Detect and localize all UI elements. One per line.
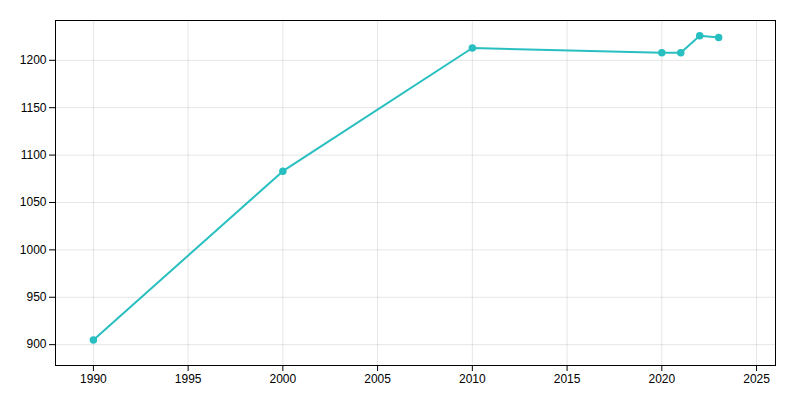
svg-text:900: 900 — [26, 337, 46, 351]
svg-text:1990: 1990 — [80, 372, 107, 386]
svg-text:1050: 1050 — [20, 195, 47, 209]
svg-text:1200: 1200 — [20, 53, 47, 67]
svg-text:2005: 2005 — [364, 372, 391, 386]
svg-text:1150: 1150 — [21, 101, 47, 115]
svg-text:1995: 1995 — [175, 372, 202, 386]
svg-text:2015: 2015 — [554, 372, 581, 386]
svg-text:2010: 2010 — [459, 372, 486, 386]
svg-text:1000: 1000 — [20, 243, 47, 257]
svg-text:2000: 2000 — [270, 372, 297, 386]
svg-text:1100: 1100 — [21, 148, 47, 162]
svg-text:2025: 2025 — [743, 372, 770, 386]
svg-text:950: 950 — [26, 290, 46, 304]
svg-text:2020: 2020 — [648, 372, 675, 386]
